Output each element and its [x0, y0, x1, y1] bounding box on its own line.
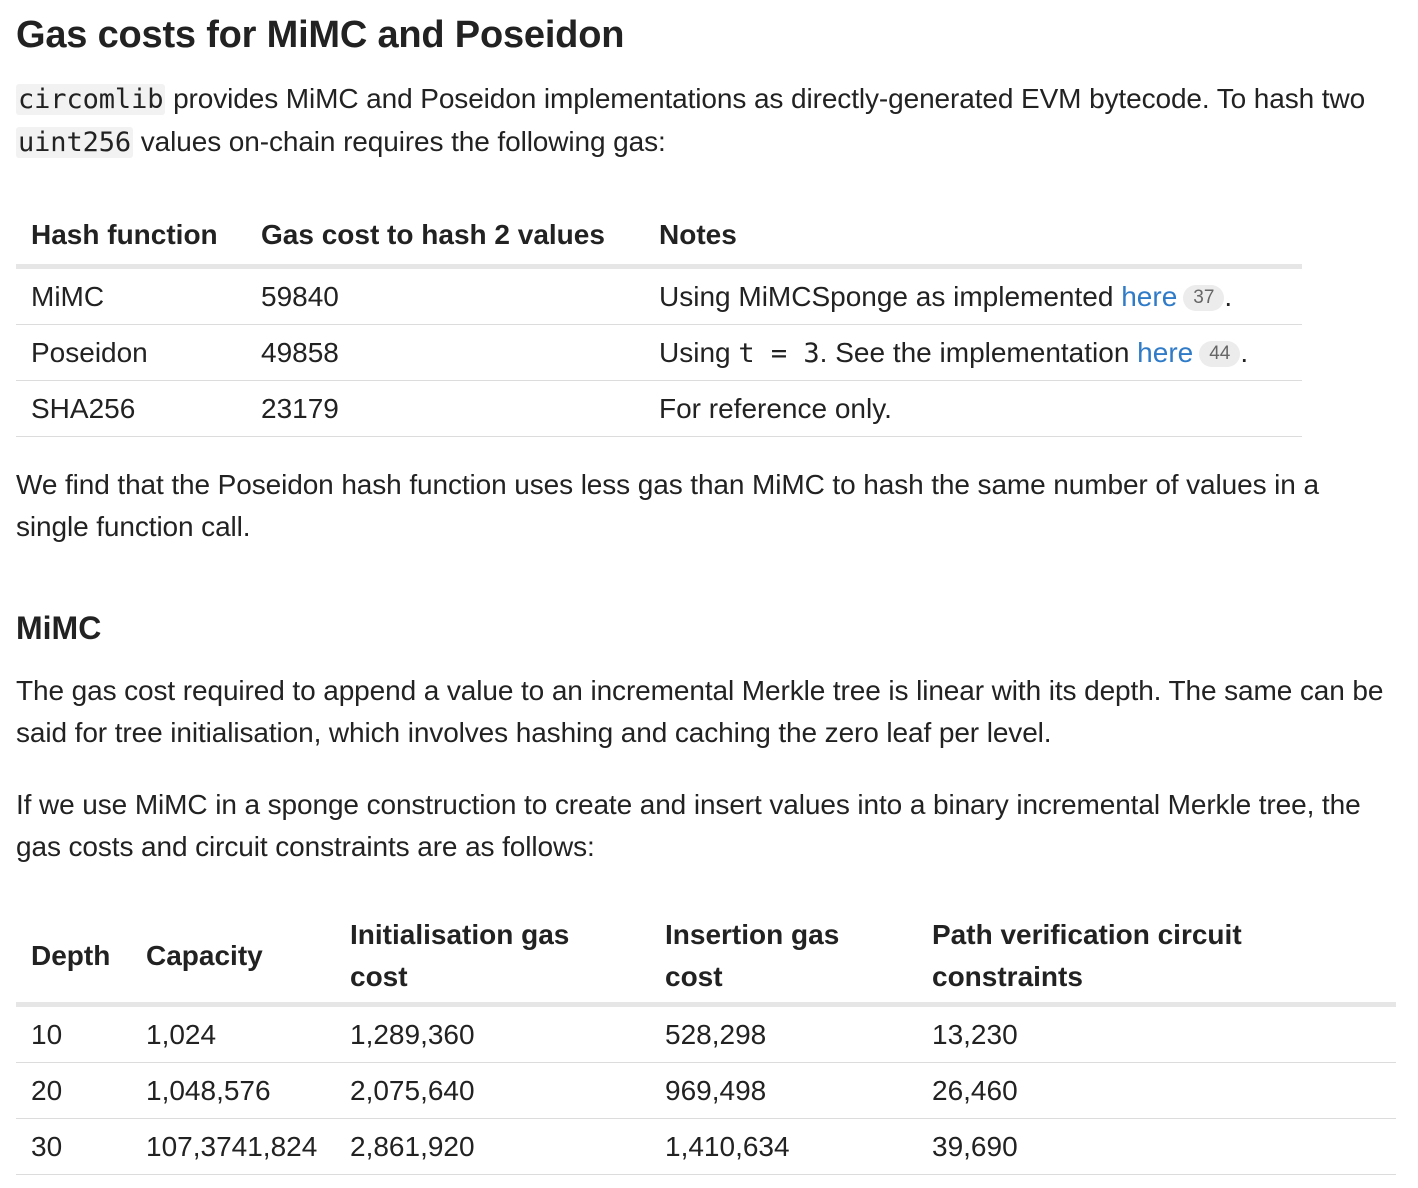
note-text: .: [1240, 336, 1249, 368]
note-text: Using MiMCSponge as implemented: [659, 280, 1122, 312]
init-gas-cell: 1,289,360: [335, 1004, 650, 1063]
table-header-row: Hash function Gas cost to hash 2 values …: [16, 206, 1302, 269]
capacity-cell: 1,048,576: [131, 1062, 335, 1119]
intro-paragraph: circomlib provides MiMC and Poseidon imp…: [16, 78, 1386, 164]
here-link[interactable]: here: [1137, 336, 1194, 368]
capacity-cell: 1,024: [131, 1004, 335, 1063]
constraints-cell: 13,230: [917, 1004, 1396, 1063]
table-row: 10 1,024 1,289,360 528,298 13,230: [16, 1004, 1396, 1063]
capacity-cell: 107,3741,824: [131, 1118, 335, 1175]
column-header: Hash function: [16, 206, 246, 269]
inline-code: uint256: [16, 127, 134, 158]
hash-function-cell: Poseidon: [16, 324, 246, 381]
table-header-row: Depth Capacity Initialisation gas cost I…: [16, 910, 1396, 1007]
link-count-badge: 44: [1199, 340, 1241, 367]
insert-gas-cell: 528,298: [650, 1004, 917, 1063]
init-gas-cell: 2,075,640: [335, 1062, 650, 1119]
table-row: 30 107,3741,824 2,861,920 1,410,634 39,6…: [16, 1118, 1396, 1175]
constraints-cell: 26,460: [917, 1062, 1396, 1119]
column-header: Insertion gas cost: [650, 910, 917, 1007]
column-header: Gas cost to hash 2 values: [246, 206, 644, 269]
insert-gas-cell: 969,498: [650, 1062, 917, 1119]
mimc-paragraph-1: The gas cost required to append a value …: [16, 675, 1384, 748]
table-row: Poseidon 49858 Using t = 3. See the impl…: [16, 324, 1302, 381]
column-header: Depth: [16, 910, 131, 1007]
table-row: 20 1,048,576 2,075,640 969,498 26,460: [16, 1062, 1396, 1119]
depth-cell: 20: [16, 1062, 131, 1119]
inline-code: t = 3: [738, 337, 820, 369]
gas-cost-table: Hash function Gas cost to hash 2 values …: [16, 206, 1302, 437]
intro-text: values on-chain requires the following g…: [133, 126, 666, 157]
gas-cost-cell: 49858: [246, 324, 644, 381]
note-text: Using: [659, 336, 739, 368]
column-header: Path verification circuit constraints: [917, 910, 1396, 1007]
depth-cell: 30: [16, 1118, 131, 1175]
column-header: Initialisation gas cost: [335, 910, 650, 1007]
here-link[interactable]: here: [1121, 280, 1178, 312]
page-title: Gas costs for MiMC and Poseidon: [16, 14, 625, 56]
table-row: MiMC 59840 Using MiMCSponge as implement…: [16, 266, 1302, 325]
link-count-badge: 37: [1183, 284, 1225, 311]
hash-function-cell: SHA256: [16, 380, 246, 437]
hash-function-cell: MiMC: [16, 266, 246, 325]
comparison-paragraph: We find that the Poseidon hash function …: [16, 469, 1319, 542]
table-row: SHA256 23179 For reference only.: [16, 380, 1302, 437]
column-header: Capacity: [131, 910, 335, 1007]
notes-cell: Using MiMCSponge as implemented here 37.: [644, 266, 1302, 325]
note-text: .: [1224, 280, 1233, 312]
notes-cell: Using t = 3. See the implementation here…: [644, 324, 1302, 381]
insert-gas-cell: 1,410,634: [650, 1118, 917, 1175]
intro-text: provides MiMC and Poseidon implementatio…: [165, 83, 1366, 114]
column-header: Notes: [644, 206, 1302, 269]
section-heading-mimc: MiMC: [16, 610, 102, 646]
mimc-paragraph-2: If we use MiMC in a sponge construction …: [16, 789, 1361, 862]
gas-cost-cell: 59840: [246, 266, 644, 325]
constraints-cell: 39,690: [917, 1118, 1396, 1175]
note-text: . See the implementation: [819, 336, 1138, 368]
notes-cell: For reference only.: [644, 380, 1302, 437]
depth-cell: 10: [16, 1004, 131, 1063]
gas-cost-cell: 23179: [246, 380, 644, 437]
mimc-depth-table: Depth Capacity Initialisation gas cost I…: [16, 910, 1396, 1175]
init-gas-cell: 2,861,920: [335, 1118, 650, 1175]
inline-code: circomlib: [16, 84, 166, 115]
